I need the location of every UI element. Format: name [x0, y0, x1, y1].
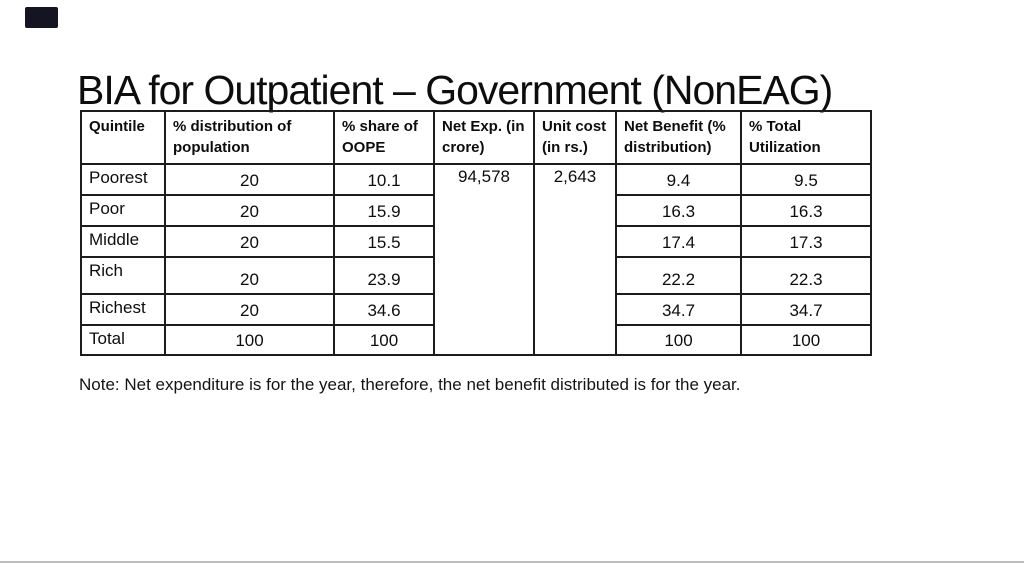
- oope-cell: 15.9: [333, 194, 435, 227]
- net-benefit-cell: 34.7: [615, 293, 742, 326]
- col-header-population: % distribution of population: [164, 110, 335, 165]
- net-benefit-cell: 9.4: [615, 163, 742, 196]
- net-benefit-cell: 16.3: [615, 194, 742, 227]
- population-cell: 20: [164, 293, 335, 326]
- population-cell: 20: [164, 256, 335, 295]
- player-corner-badge: [25, 7, 58, 28]
- oope-cell: 34.6: [333, 293, 435, 326]
- benefit-incidence-table-container: Quintile % distribution of population % …: [80, 110, 872, 356]
- quintile-cell: Middle: [80, 225, 166, 258]
- quintile-cell: Rich: [80, 256, 166, 295]
- net-benefit-cell: 22.2: [615, 256, 742, 295]
- table-row: Poorest 20 10.1 94,578 2,643 9.4 9.5: [80, 163, 872, 356]
- utilization-cell: 17.3: [740, 225, 872, 258]
- col-header-unit-cost: Unit cost (in rs.): [533, 110, 617, 165]
- oope-cell: 23.9: [333, 256, 435, 295]
- net-benefit-cell: 100: [615, 324, 742, 356]
- quintile-cell: Total: [80, 324, 166, 356]
- page-title: BIA for Outpatient – Government (NonEAG): [77, 67, 833, 114]
- col-header-net-benefit: Net Benefit (% distribution): [615, 110, 742, 165]
- population-cell: 20: [164, 225, 335, 258]
- bottom-divider: [0, 561, 1024, 563]
- utilization-cell: 34.7: [740, 293, 872, 326]
- table-row: Rich 20 23.9 22.2 22.3: [80, 256, 872, 295]
- table-header-row: Quintile % distribution of population % …: [80, 110, 872, 165]
- table-row: Richest 20 34.6 34.7 34.7: [80, 293, 872, 326]
- utilization-cell: 16.3: [740, 194, 872, 227]
- quintile-cell: Poor: [80, 194, 166, 227]
- utilization-cell: 9.5: [740, 163, 872, 196]
- col-header-quintile: Quintile: [80, 110, 166, 165]
- quintile-cell: Poorest: [80, 163, 166, 196]
- oope-cell: 100: [333, 324, 435, 356]
- footnote-text: Note: Net expenditure is for the year, t…: [79, 375, 741, 394]
- table-row: Poor 20 15.9 16.3 16.3: [80, 194, 872, 227]
- table-row: Middle 20 15.5 17.4 17.3: [80, 225, 872, 258]
- quintile-cell: Richest: [80, 293, 166, 326]
- utilization-cell: 100: [740, 324, 872, 356]
- utilization-cell: 22.3: [740, 256, 872, 295]
- unit-cost-merged-cell: 2,643: [533, 163, 617, 356]
- benefit-incidence-table: Quintile % distribution of population % …: [80, 110, 872, 356]
- col-header-net-exp: Net Exp. (in crore): [433, 110, 535, 165]
- oope-cell: 15.5: [333, 225, 435, 258]
- net-exp-merged-cell: 94,578: [433, 163, 535, 356]
- population-cell: 20: [164, 194, 335, 227]
- net-benefit-cell: 17.4: [615, 225, 742, 258]
- table-row-total: Total 100 100 100 100: [80, 324, 872, 356]
- population-cell: 20: [164, 163, 335, 196]
- population-cell: 100: [164, 324, 335, 356]
- col-header-oope: % share of OOPE: [333, 110, 435, 165]
- oope-cell: 10.1: [333, 163, 435, 196]
- col-header-utilization: % Total Utilization: [740, 110, 872, 165]
